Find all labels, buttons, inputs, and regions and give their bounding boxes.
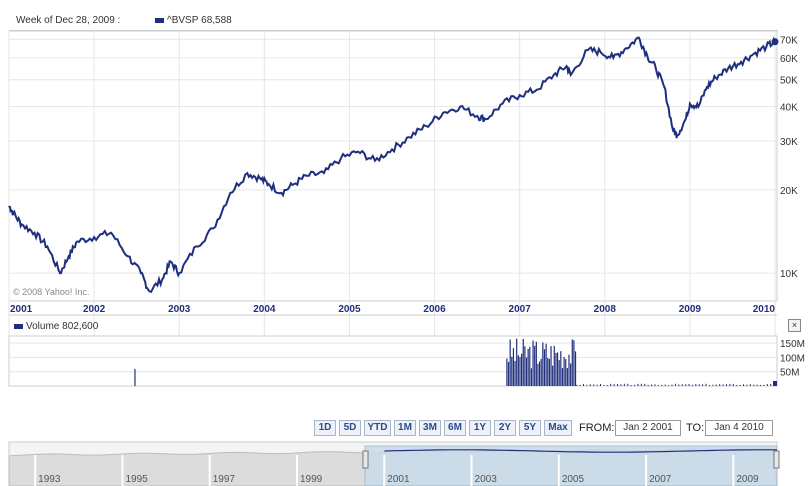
volume-plot-area	[8, 335, 778, 387]
volume-panel: 150M 100M 50M	[8, 335, 805, 387]
navigator-right-handle[interactable]	[773, 450, 780, 469]
week-label: Week of Dec 28, 2009 :	[16, 15, 121, 26]
navigator-x-tick-label: 1993	[38, 474, 61, 485]
navigator-x-tick-label: 2007	[649, 474, 672, 485]
price-y-tick-label: 60K	[780, 54, 798, 65]
to-date-input[interactable]: Jan 4 2010	[705, 420, 773, 436]
price-plot-area	[8, 30, 778, 302]
price-last-point	[771, 38, 779, 46]
to-label: TO:	[686, 422, 705, 434]
series-swatch	[155, 17, 164, 23]
navigator-x-tick-label: 1997	[213, 474, 236, 485]
price-x-tick-label: 2004	[253, 304, 276, 315]
range-button-6m[interactable]: 6M	[444, 420, 466, 436]
volume-y-axis: 150M 100M 50M	[780, 339, 805, 379]
price-x-tick-label: 2002	[83, 304, 106, 315]
price-x-tick-label: 2009	[679, 304, 702, 315]
range-button-1m[interactable]: 1M	[394, 420, 416, 436]
price-y-tick-label: 30K	[780, 137, 798, 148]
range-button-1d[interactable]: 1D	[314, 420, 336, 436]
close-volume-button[interactable]: ×	[788, 319, 801, 332]
price-x-tick-label: 2010	[753, 304, 776, 315]
navigator-x-tick-label: 2005	[562, 474, 585, 485]
range-button-3m[interactable]: 3M	[419, 420, 441, 436]
range-button-5y[interactable]: 5Y	[519, 420, 541, 436]
range-button-2y[interactable]: 2Y	[494, 420, 516, 436]
volume-bars	[134, 338, 775, 386]
price-x-tick-label: 2005	[338, 304, 361, 315]
volume-y-tick-label: 150M	[780, 339, 805, 350]
from-date-input[interactable]: Jan 2 2001	[615, 420, 681, 436]
navigator-selected-line	[384, 449, 777, 453]
volume-legend: Volume 802,600	[14, 321, 98, 332]
series-value: 68,588	[201, 15, 232, 26]
volume-swatch	[14, 323, 23, 329]
navigator-x-tick-label: 2003	[475, 474, 498, 485]
price-x-tick-label: 2001	[10, 304, 33, 315]
navigator-x-axis: 1993 1995 1997 1999 2001 2003 2005 2007 2009	[34, 455, 759, 486]
price-panel: 70K 60K 50K 40K 30K 20K 10K © 2008 Yahoo! Inc.	[8, 30, 798, 386]
range-button-max[interactable]: Max	[544, 420, 572, 436]
price-series-line	[8, 36, 776, 294]
price-grid	[8, 31, 777, 386]
navigator-left-handle[interactable]	[362, 450, 369, 469]
price-y-tick-label: 20K	[780, 186, 798, 197]
navigator-x-tick-label: 1999	[300, 474, 323, 485]
price-x-tick-label: 2006	[423, 304, 446, 315]
range-button-1y[interactable]: 1Y	[469, 420, 491, 436]
price-y-axis: 70K 60K 50K 40K 30K 20K 10K	[780, 35, 798, 280]
volume-grid	[9, 342, 777, 373]
price-x-tick-label: 2007	[509, 304, 532, 315]
price-y-tick-label: 40K	[780, 103, 798, 114]
volume-last-marker	[773, 381, 777, 386]
series-label: ^BVSP	[167, 15, 199, 26]
series-legend: ^BVSP 68,588	[155, 15, 232, 26]
navigator-x-tick-label: 2009	[736, 474, 759, 485]
volume-value: 802,600	[62, 321, 99, 332]
price-x-tick-label: 2003	[168, 304, 191, 315]
price-x-axis: 2001 2002 2003 2004 2005 2006 2007 2008 2009 2010	[10, 304, 775, 315]
volume-label: Volume	[26, 321, 60, 332]
range-button-5d[interactable]: 5D	[339, 420, 361, 436]
volume-y-tick-label: 100M	[780, 353, 805, 364]
price-x-tick-label: 2008	[594, 304, 617, 315]
navigator-panel[interactable]: 1993 1995 1997 1999 2001 2003 2005 2007 2009	[8, 441, 780, 486]
range-button-ytd[interactable]: YTD	[364, 420, 391, 436]
price-y-tick-label: 10K	[780, 269, 798, 280]
price-y-tick-label: 50K	[780, 76, 798, 87]
navigator-x-tick-label: 2001	[387, 474, 410, 485]
copyright-text: © 2008 Yahoo! Inc.	[13, 287, 89, 297]
from-label: FROM:	[579, 422, 615, 434]
volume-y-tick-label: 50M	[780, 368, 799, 379]
price-y-tick-label: 70K	[780, 35, 798, 46]
navigator-x-tick-label: 1995	[125, 474, 148, 485]
